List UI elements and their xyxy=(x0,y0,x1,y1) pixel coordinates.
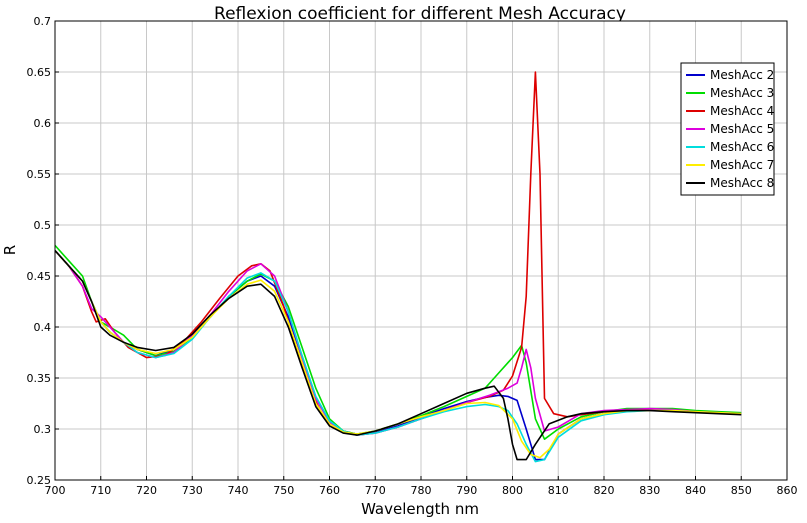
x-tick-label: 830 xyxy=(639,484,660,497)
x-tick-label: 760 xyxy=(319,484,340,497)
x-tick-label: 750 xyxy=(273,484,294,497)
y-axis: 0.25 0.3 0.35 0.4 0.45 0.5 0.55 0.6 0.65 0.7 xyxy=(27,15,59,487)
chart-title: Reflexion coefficient for different Mesh… xyxy=(214,4,626,24)
x-tick-label: 770 xyxy=(365,484,386,497)
x-tick-label: 720 xyxy=(136,484,157,497)
y-tick-label: 0.65 xyxy=(27,66,52,79)
legend-entry: MeshAcc 8 xyxy=(710,176,774,190)
y-tick-label: 0.3 xyxy=(34,423,52,436)
y-tick-label: 0.4 xyxy=(34,321,52,334)
series-line-6 xyxy=(54,249,742,459)
legend-entry: MeshAcc 3 xyxy=(710,86,774,100)
legend-entry: MeshAcc 4 xyxy=(710,104,774,118)
y-tick-label: 0.35 xyxy=(27,372,52,385)
y-tick-label: 0.55 xyxy=(27,168,52,181)
x-tick-label: 790 xyxy=(456,484,477,497)
x-tick-label: 700 xyxy=(45,484,66,497)
x-tick-label: 740 xyxy=(228,484,249,497)
legend-entry: MeshAcc 5 xyxy=(710,122,774,136)
x-tick-label: 840 xyxy=(685,484,706,497)
x-axis-label: Wavelength nm xyxy=(361,500,479,518)
x-tick-label: 850 xyxy=(731,484,752,497)
legend-entry: MeshAcc 6 xyxy=(710,140,774,154)
x-tick-label: 820 xyxy=(594,484,615,497)
series-line-7 xyxy=(54,249,742,461)
y-tick-label: 0.6 xyxy=(34,117,52,130)
y-tick-label: 0.5 xyxy=(34,219,52,232)
y-tick-label: 0.7 xyxy=(34,15,52,28)
x-tick-label: 860 xyxy=(777,484,798,497)
legend: MeshAcc 2 MeshAcc 3 MeshAcc 4 MeshAcc 5 Mesh… xyxy=(680,62,775,196)
x-tick-label: 710 xyxy=(90,484,111,497)
legend-entry: MeshAcc 2 xyxy=(710,68,774,82)
x-tick-label: 730 xyxy=(182,484,203,497)
x-axis: 700 710 720 730 740 750 760 770 780 790 800 810 820 8… xyxy=(45,476,798,497)
y-tick-label: 0.45 xyxy=(27,270,52,283)
series-layer xyxy=(54,71,742,463)
x-tick-label: 810 xyxy=(548,484,569,497)
y-tick-label: 0.25 xyxy=(27,474,52,487)
legend-entry: MeshAcc 7 xyxy=(710,158,774,172)
x-tick-label: 780 xyxy=(411,484,432,497)
x-tick-label: 800 xyxy=(502,484,523,497)
y-axis-label: R xyxy=(1,245,19,255)
